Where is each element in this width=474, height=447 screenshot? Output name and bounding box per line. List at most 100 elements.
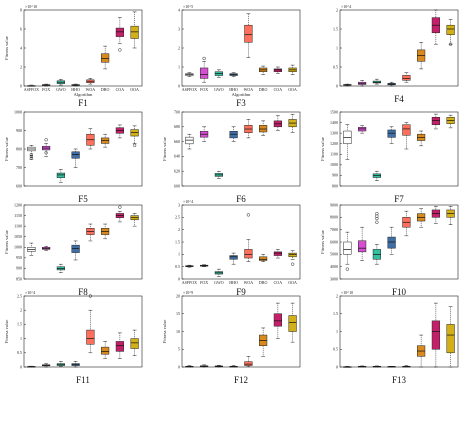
iqr-box [288,315,297,332]
y-tick-label: 2 [178,227,180,232]
box-coa [431,205,440,224]
panel-label: F10 [392,287,407,297]
y-tick-label: 0.5 [333,347,338,352]
box-gwo [372,365,381,368]
box-hho [387,366,396,368]
box-asffox [343,231,352,271]
box-fox [200,56,209,83]
box-asffox [343,366,352,368]
box-ooa [130,329,139,356]
outlier-point [29,156,34,160]
y-tick-label: 850 [16,276,22,281]
box-ooa [288,113,297,133]
y-tick-label: 1150 [14,213,22,218]
iqr-box [115,341,124,352]
box-fox [358,125,367,134]
box-ooa [446,306,455,368]
box-asffox [27,84,36,87]
box-gwo [372,211,381,265]
box-dbo [417,130,426,147]
y-tick-label: 1200 [14,202,22,207]
outlier-point [29,154,34,159]
box-woa [86,78,95,85]
outlier-point [132,143,137,147]
box-woa [244,119,253,139]
y-tick-label: 660 [174,139,180,144]
panel-label: F9 [236,287,246,297]
panel-f7: 800 900 1000 1100 1200 1300 1400 1500 Fitness va… [320,109,459,204]
outlier-point [202,56,206,61]
x-tick-label: COA [116,87,125,92]
y-tick-label: 1300 [330,130,338,135]
y-tick-label: 800 [16,146,22,151]
panel-label: F11 [76,375,90,385]
box-ooa [130,11,139,49]
outlier-point [44,151,48,155]
box-hho [387,81,396,87]
iqr-box [86,329,95,345]
panel-f4: 0 0.5 1 1.5 2×10^4 F4 [333,4,459,104]
panel-f3: 0 1 2 3 4×10^5 ASFFOX FOX GWO HHO WOA DBO COA OOA Alg… [178,4,301,108]
box-gwo [56,263,65,273]
x-tick-label: COA [274,87,283,92]
y-tick-label: 1100 [330,152,338,157]
outlier-point [375,216,379,221]
box-coa [273,302,282,339]
axis-multiplier: ×10^4 [341,4,351,9]
panel-f9: 0 0.5 1 1.5 2 2.5 3×10^4 ASFFOX FOX GWO HHO WOA DBO C… [175,199,301,297]
y-tick-label: 950 [16,255,22,260]
iqr-box [115,27,124,37]
y-tick-label: 0 [20,364,22,369]
x-tick-label: COA [274,280,283,285]
iqr-box [358,240,367,253]
plot-area [23,9,143,87]
iqr-box [387,236,396,249]
panel-f10: 3000 4000 5000 6000 7000 8000 9000 Fitness valu… [320,202,459,297]
x-tick-label: ASFFOX [182,87,197,92]
iqr-box [431,117,440,125]
y-tick-label: 1050 [14,234,22,239]
box-hho [71,361,80,368]
iqr-box [101,346,110,355]
y-tick-label: 0 [178,83,180,88]
iqr-box [343,241,352,255]
box-coa [115,124,124,139]
box-fox [358,365,367,368]
x-tick-label: WOA [244,280,254,285]
y-tick-label: 7000 [330,227,338,232]
y-axis-label: Fitness value [4,320,9,344]
outlier-point [375,214,379,218]
iqr-box [244,361,253,366]
iqr-box [101,53,110,63]
iqr-box [446,24,455,35]
box-coa [431,113,440,130]
y-tick-label: 20 [176,293,180,298]
box-asffox [185,133,194,150]
x-tick-label: FOX [42,87,50,92]
iqr-box [56,172,65,178]
y-tick-label: 700 [16,165,22,170]
box-dbo [101,133,110,148]
y-tick-label: 1.5 [333,311,338,316]
plot-area [181,111,301,187]
panel-label: F1 [78,98,88,108]
box-gwo [214,69,223,78]
y-axis-label: Fitness value [320,137,325,161]
y-axis-label: Fitness value [4,230,9,254]
box-ooa [288,250,297,266]
y-tick-label: 15 [176,311,180,316]
iqr-box [273,251,282,256]
y-tick-label: 1 [336,45,338,50]
iqr-box [229,130,238,139]
axis-multiplier: ×10^4 [25,290,35,295]
box-dbo [259,327,268,357]
box-dbo [101,45,110,70]
x-tick-label: DBO [259,87,268,92]
y-tick-label: 3 [178,26,180,31]
y-tick-label: 0 [336,83,338,88]
box-hho [71,240,80,261]
y-tick-label: 2.5 [175,215,180,220]
iqr-box [130,338,139,349]
box-hho [387,226,396,255]
